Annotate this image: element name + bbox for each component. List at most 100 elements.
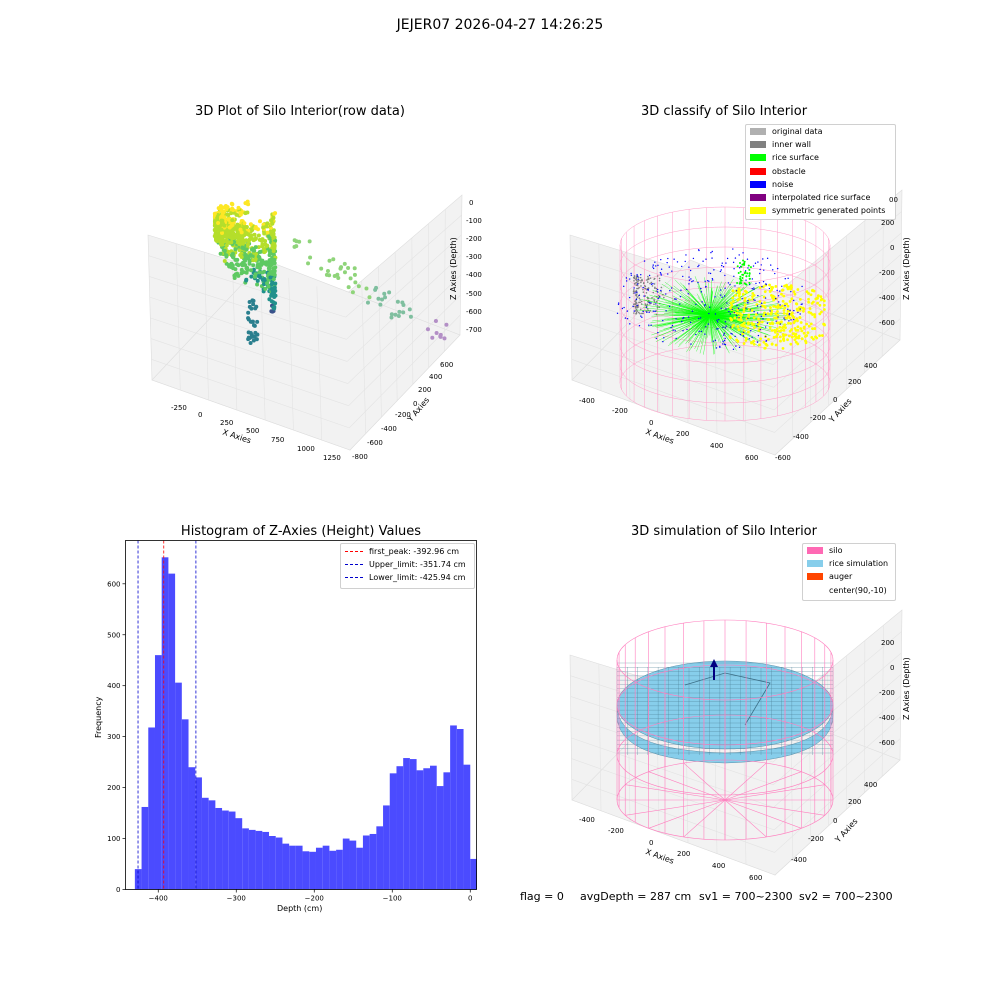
histogram-bar: [255, 830, 263, 890]
histogram-bar: [443, 772, 451, 890]
noise-point: [764, 326, 767, 328]
data-point: [252, 274, 257, 279]
noise-point: [630, 272, 632, 275]
grid-line: [347, 274, 462, 384]
noise-point: [709, 272, 712, 275]
noise-point: [735, 314, 738, 316]
symmetric-point: [790, 297, 794, 301]
histogram-bar: [141, 806, 149, 890]
silo-floor-line: [683, 762, 726, 801]
noise-point: [697, 265, 699, 268]
p4-ytick: 0: [833, 817, 838, 825]
legend-swatch: [807, 547, 823, 555]
data-point: [224, 207, 229, 212]
noise-point: [673, 258, 675, 260]
wall-point: [641, 312, 643, 315]
symmetric-point: [818, 312, 822, 316]
data-point: [380, 297, 385, 302]
noise-point: [691, 280, 693, 283]
noise-point: [779, 323, 782, 325]
data-point: [407, 307, 412, 312]
data-point: [245, 232, 250, 237]
noise-point: [787, 277, 789, 280]
surface-point: [736, 281, 739, 284]
data-point: [269, 218, 274, 223]
wall-point: [660, 286, 663, 289]
data-point: [232, 276, 237, 281]
symmetric-point: [730, 303, 734, 307]
symmetric-point: [758, 343, 761, 347]
legend-swatch: [750, 154, 766, 162]
noise-point: [788, 320, 790, 322]
histogram-bar: [450, 725, 457, 890]
grid-line: [598, 663, 602, 811]
legend-item: original data: [746, 125, 895, 138]
grid-line: [571, 779, 775, 853]
symmetric-point: [763, 311, 766, 315]
noise-point: [699, 317, 702, 319]
noise-point: [636, 304, 638, 307]
wall-point: [637, 311, 640, 314]
noise-point: [729, 313, 731, 315]
noise-point: [774, 272, 776, 275]
symmetric-point: [807, 297, 810, 301]
noise-point: [656, 291, 659, 293]
p2-ztick-partial: 00: [889, 196, 898, 204]
noise-point: [736, 304, 738, 307]
symmetric-point: [760, 320, 764, 324]
surface-point: [674, 314, 711, 345]
surface-point: [709, 314, 714, 327]
noise-point: [787, 308, 789, 311]
symmetric-point: [808, 307, 812, 310]
symmetric-point: [742, 321, 746, 325]
noise-point: [711, 257, 713, 259]
wall-point: [656, 306, 659, 309]
wall-point: [635, 290, 638, 292]
symmetric-point: [734, 293, 738, 297]
noise-point: [722, 334, 725, 336]
symmetric-point: [807, 292, 810, 295]
p1-ytick: 600: [440, 361, 454, 369]
noise-point: [679, 303, 681, 305]
wall-point: [655, 287, 658, 290]
wall-point: [658, 279, 661, 282]
data-point: [231, 208, 236, 213]
data-point: [238, 212, 243, 217]
data-point: [244, 224, 249, 229]
noise-point: [626, 310, 629, 312]
symmetric-point: [822, 322, 826, 326]
legend-label: rice surface: [772, 153, 819, 163]
noise-point: [657, 331, 659, 334]
symmetric-point: [774, 285, 778, 288]
p2-ytick: 400: [864, 362, 878, 370]
data-point: [235, 257, 240, 262]
wall-point: [633, 312, 635, 314]
noise-point: [715, 328, 718, 330]
legend-label: inner wall: [772, 140, 812, 150]
data-point: [240, 245, 245, 250]
data-point: [264, 224, 269, 229]
wall-point: [642, 312, 644, 315]
data-point: [243, 253, 248, 258]
symmetric-point: [776, 332, 779, 336]
data-point: [238, 227, 243, 232]
noise-point: [642, 286, 644, 289]
noise-point: [633, 310, 635, 312]
p1-ytick: 0: [413, 400, 418, 408]
noise-point: [685, 254, 687, 256]
data-point: [230, 202, 235, 207]
surface-point: [664, 313, 711, 316]
p1-ztick: 0: [469, 199, 474, 207]
surface-point: [749, 266, 752, 269]
symmetric-point: [811, 313, 814, 316]
data-point: [251, 302, 256, 307]
noise-point: [719, 289, 722, 291]
legend-item: obstacle: [746, 165, 895, 178]
wall-point: [646, 279, 648, 281]
noise-point: [756, 325, 758, 327]
legend-swatch: [750, 194, 766, 202]
noise-point: [720, 307, 722, 310]
symmetric-point: [813, 327, 817, 330]
symmetric-point: [798, 316, 802, 319]
noise-point: [738, 317, 740, 319]
